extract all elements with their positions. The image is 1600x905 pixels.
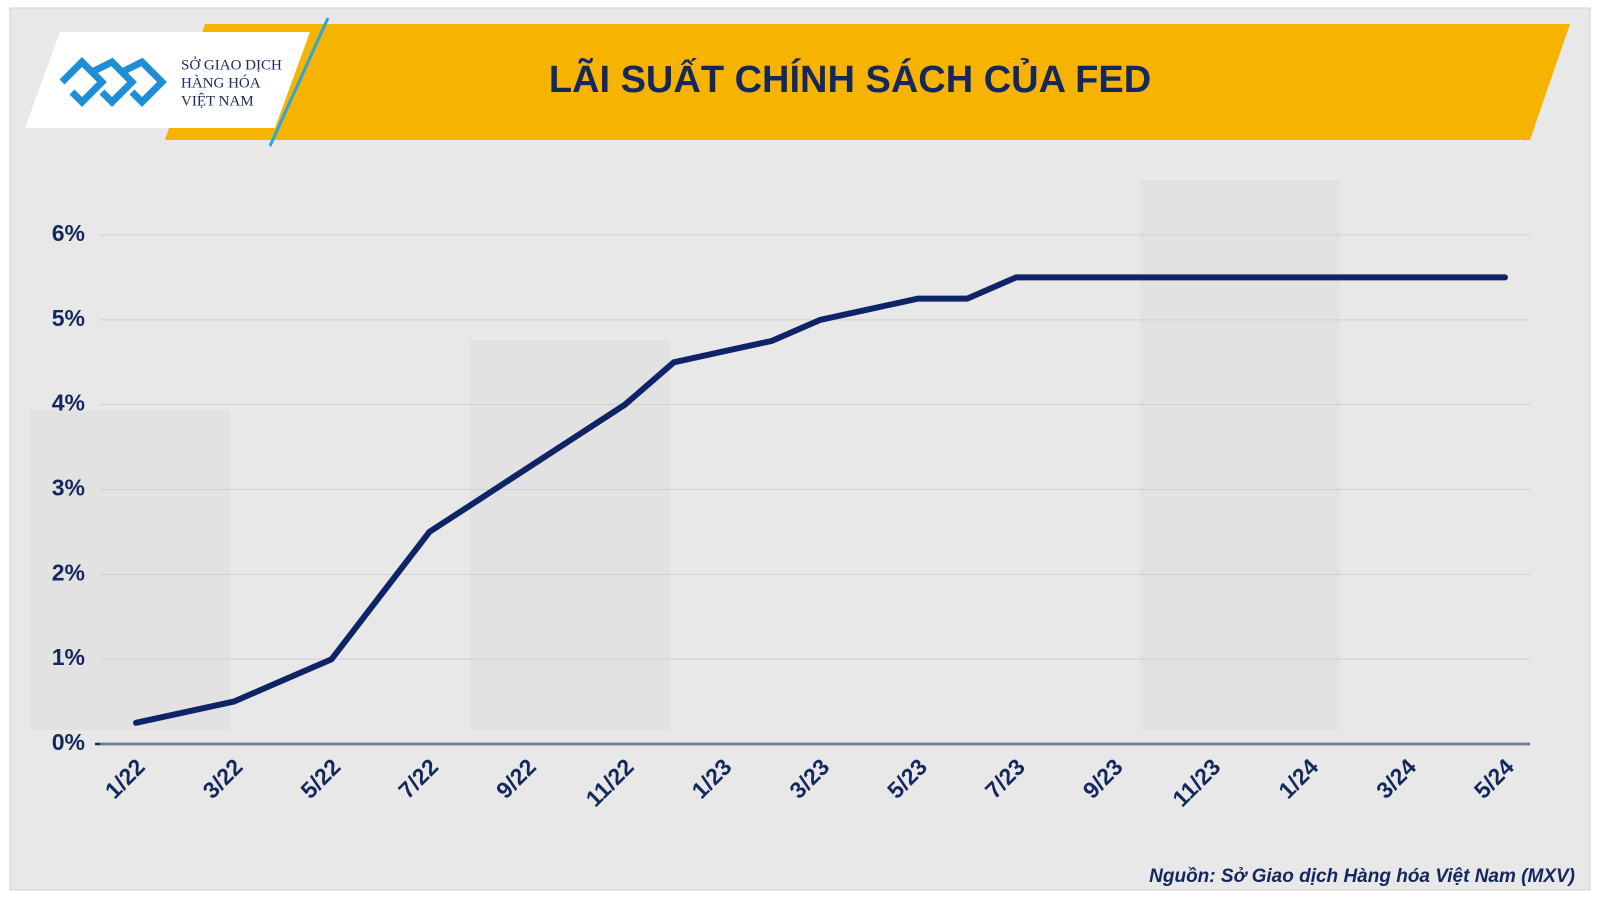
logo-text: SỞ GIAO DỊCH bbox=[181, 56, 282, 73]
background bbox=[9, 7, 1591, 891]
y-tick-label: 3% bbox=[52, 475, 85, 501]
bg-decor bbox=[470, 340, 670, 730]
logo-stripe bbox=[268, 17, 330, 147]
y-tick-label: 2% bbox=[52, 559, 85, 585]
y-tick-label: 1% bbox=[52, 644, 85, 670]
y-tick-label: 5% bbox=[52, 305, 85, 331]
y-tick-label: 4% bbox=[52, 390, 85, 416]
title-banner bbox=[165, 24, 1570, 140]
source-note: Nguồn: Sở Giao dịch Hàng hóa Việt Nam (M… bbox=[1149, 866, 1575, 887]
logo-box bbox=[25, 32, 310, 128]
line bbox=[133, 274, 1508, 726]
bg-decor bbox=[1140, 180, 1340, 730]
logo-icon bbox=[59, 57, 167, 107]
logo-text: HÀNG HÓA bbox=[181, 74, 261, 91]
bg-decor bbox=[30, 410, 230, 730]
logo-text: VIỆT NAM bbox=[181, 92, 254, 109]
chart-title: LÃI SUẤT CHÍNH SÁCH CỦA FED bbox=[549, 57, 1151, 101]
y-tick-label: 0% bbox=[52, 729, 85, 755]
y-tick-label: 6% bbox=[52, 220, 85, 246]
